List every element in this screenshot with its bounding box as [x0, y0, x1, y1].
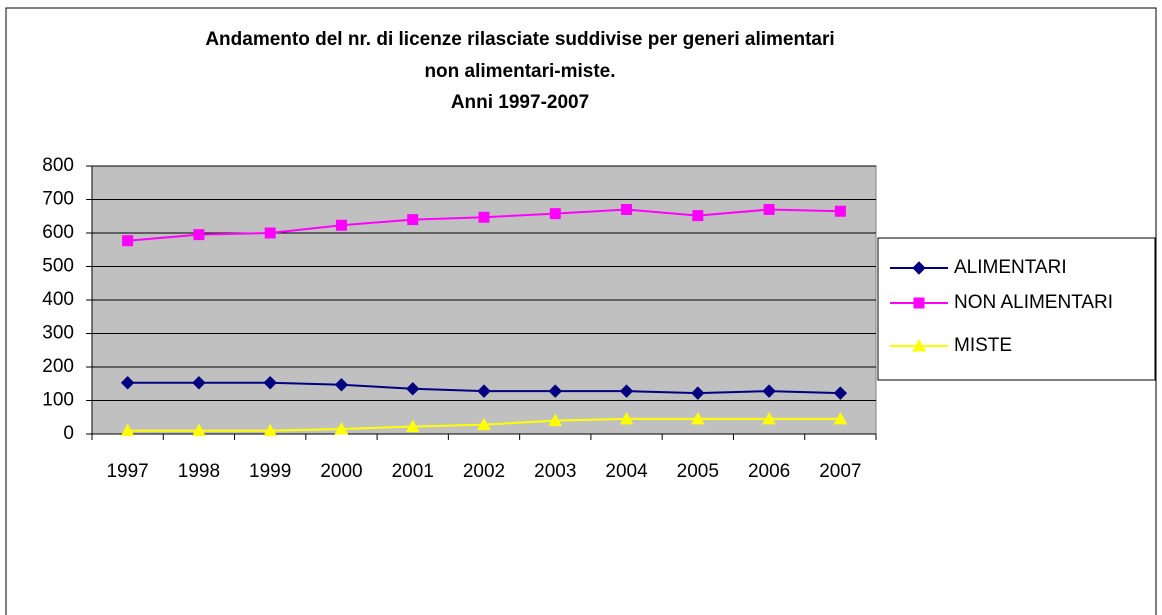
x-tick-label: 2004 — [605, 461, 648, 482]
data-point — [762, 411, 776, 425]
legend-marker — [913, 297, 925, 309]
y-tick-label: 300 — [42, 323, 74, 344]
data-point — [548, 384, 562, 398]
y-tick-label: 0 — [63, 423, 74, 444]
data-point — [549, 208, 561, 220]
data-point — [334, 378, 349, 392]
x-tick-label: 2000 — [320, 461, 362, 482]
y-tick-label: 500 — [42, 256, 74, 277]
data-point — [334, 421, 349, 435]
x-tick-label: 2007 — [819, 461, 861, 482]
data-point — [406, 382, 420, 396]
data-point — [619, 384, 634, 398]
data-point — [407, 214, 419, 226]
x-tick-label: 1997 — [106, 461, 148, 482]
chart-title: Andamento del nr. di licenze rilasciate … — [205, 29, 834, 50]
x-tick-label: 2002 — [463, 461, 505, 482]
x-tick-label: 1999 — [249, 461, 291, 482]
data-point — [477, 384, 491, 398]
y-tick-label: 100 — [42, 390, 74, 411]
data-point — [122, 235, 134, 247]
data-point — [120, 376, 135, 390]
data-point — [692, 210, 704, 222]
legend-label: MISTE — [954, 335, 1012, 356]
data-point — [193, 229, 205, 241]
legend-label: ALIMENTARI — [954, 257, 1067, 278]
data-point — [192, 376, 206, 390]
data-point — [263, 376, 277, 390]
legend-box — [877, 237, 1156, 381]
x-tick-label: 2006 — [748, 461, 790, 482]
data-point — [405, 419, 420, 433]
data-point — [548, 413, 563, 427]
y-tick-label: 400 — [42, 289, 74, 310]
data-point — [477, 417, 491, 431]
data-point — [690, 411, 705, 425]
data-point — [120, 423, 135, 437]
data-point — [478, 211, 490, 223]
chart-title: non alimentari-miste. — [424, 61, 615, 82]
data-point — [619, 411, 634, 425]
data-point — [264, 227, 276, 239]
x-tick-label: 2003 — [534, 461, 576, 482]
data-point — [834, 205, 846, 217]
data-point — [833, 411, 848, 425]
chart-title: Anni 1997-2007 — [451, 92, 589, 113]
data-point — [335, 219, 347, 231]
data-point — [833, 386, 848, 400]
y-tick-label: 700 — [42, 189, 74, 210]
y-tick-label: 800 — [42, 155, 74, 176]
data-point — [762, 384, 776, 398]
y-tick-label: 200 — [42, 356, 74, 377]
legend-marker — [912, 261, 926, 275]
x-tick-label: 2005 — [677, 461, 719, 482]
data-point — [621, 204, 633, 216]
data-point — [263, 423, 278, 437]
data-point — [691, 386, 705, 400]
x-tick-label: 1998 — [178, 461, 220, 482]
x-tick-label: 2001 — [392, 461, 434, 482]
legend-marker — [912, 338, 926, 352]
y-tick-label: 600 — [42, 222, 74, 243]
data-point — [763, 204, 775, 216]
legend-label: NON ALIMENTARI — [954, 292, 1113, 313]
data-point — [192, 423, 206, 437]
